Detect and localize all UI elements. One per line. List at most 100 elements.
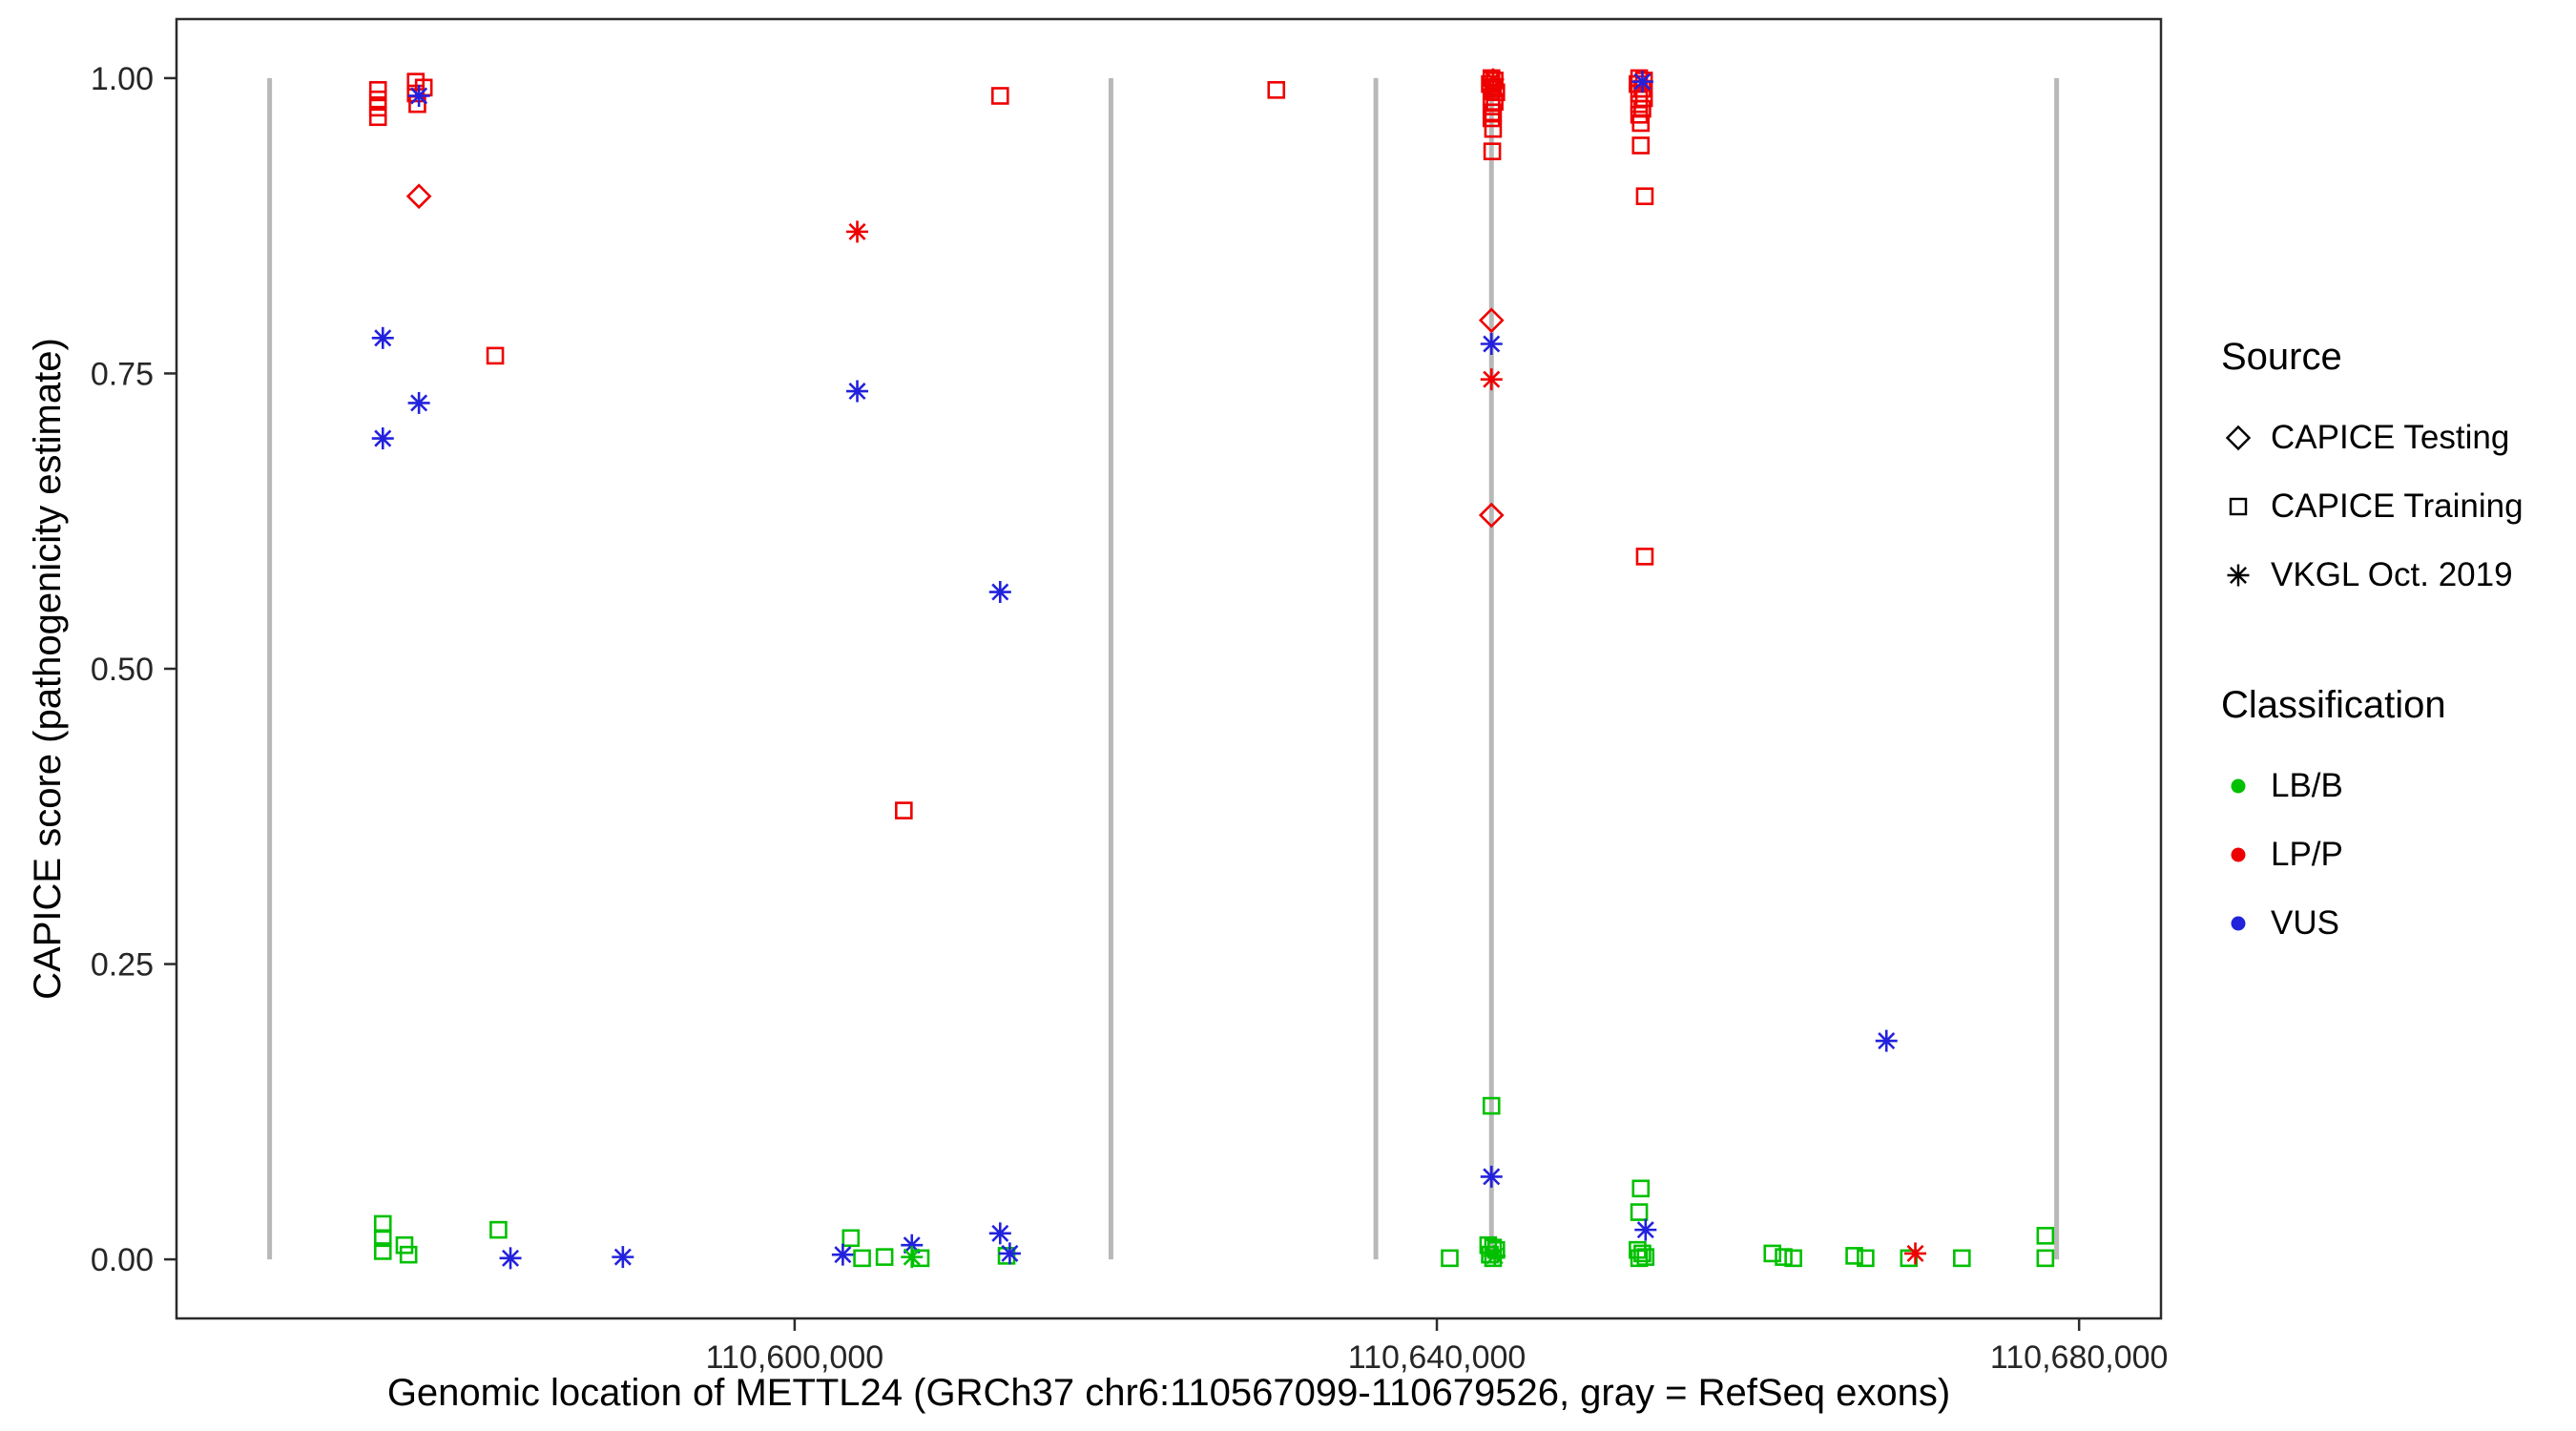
legend-item-label: CAPICE Training (2271, 487, 2524, 525)
data-point-square (1630, 1203, 1649, 1221)
data-point-square (875, 1248, 894, 1266)
data-point-square (1484, 1249, 1503, 1268)
data-point-square (1441, 1249, 1459, 1268)
data-point-square (1857, 1249, 1875, 1268)
data-point-diamond (1478, 502, 1505, 529)
data-point-square (2229, 497, 2248, 516)
legend-item-label: VKGL Oct. 2019 (2271, 556, 2513, 593)
data-point-square (395, 1235, 414, 1255)
data-point-square (486, 346, 505, 365)
y-tick-label: 0.75 (91, 356, 154, 392)
asterisk-icon (2221, 558, 2271, 592)
legend-item-label: LB/B (2271, 767, 2343, 804)
data-point-square (1485, 93, 1504, 111)
legend-classification-items: LB/B LP/P VUS (2221, 752, 2524, 958)
data-point-asterisk (1484, 1244, 1506, 1267)
data-point-square (895, 801, 913, 819)
data-point-asterisk (407, 84, 430, 107)
x-tick-label: 110,640,000 (1348, 1339, 1527, 1376)
data-point-square (1484, 103, 1503, 122)
filled-circle-icon (2221, 838, 2271, 872)
data-point-square (1630, 94, 1649, 114)
data-point-asterisk (1631, 71, 1653, 93)
data-point-square (368, 98, 387, 117)
data-point-square (373, 1242, 392, 1260)
legend-item-asterisk: VKGL Oct. 2019 (2221, 541, 2524, 610)
legend-item-label: VUS (2271, 904, 2339, 942)
data-point-asterisk (998, 1242, 1021, 1265)
legend-source-items: CAPICE Testing CAPICE Training VKGL Oct. 2… (2221, 404, 2524, 610)
data-point-square (1763, 1244, 1782, 1263)
data-point-asterisk (1480, 333, 1503, 355)
legend-item-square: CAPICE Training (2221, 472, 2524, 541)
filled-circle-icon (2221, 769, 2271, 803)
data-point-asterisk (499, 1247, 522, 1270)
y-tick-label: 0.00 (91, 1242, 154, 1278)
x-tick-label: 110,680,000 (1990, 1339, 2169, 1376)
data-point-asterisk (846, 220, 869, 243)
data-point-square (1482, 109, 1501, 128)
diamond-icon (2221, 421, 2271, 455)
data-point-square (1484, 119, 1503, 138)
data-point-asterisk (831, 1243, 854, 1266)
data-point-square (2036, 1249, 2055, 1268)
legend-item-classification: LP/P (2221, 820, 2524, 889)
legend-classification-title: Classification (2221, 684, 2446, 726)
data-point-square (1267, 80, 1286, 99)
data-point-asterisk (371, 427, 394, 450)
data-point-asterisk (1480, 1165, 1503, 1188)
data-point-square (1633, 1244, 1652, 1263)
data-point-square (368, 80, 387, 99)
y-tick-label: 0.50 (91, 652, 154, 688)
data-point-square (991, 87, 1009, 105)
filled-circle-icon (2221, 906, 2271, 941)
data-point-square (1483, 142, 1502, 160)
data-point-asterisk (1904, 1242, 1927, 1265)
data-point-square (1630, 1249, 1649, 1268)
data-point-asterisk (846, 380, 869, 403)
data-point-diamond (2225, 425, 2252, 451)
data-point-diamond (1478, 307, 1505, 334)
y-axis-title: CAPICE score (pathogenicity estimate) (27, 338, 69, 1000)
data-point-asterisk (1634, 1218, 1657, 1241)
legend: Source CAPICE Testing CAPICE Training VKGL… (2221, 336, 2524, 958)
data-point-asterisk (988, 1222, 1011, 1245)
data-point-asterisk (612, 1246, 634, 1269)
y-tick-label: 0.25 (91, 947, 154, 984)
data-point-square (1953, 1249, 1971, 1268)
data-point-diamond (405, 183, 432, 210)
data-point-asterisk (1482, 68, 1505, 91)
data-point-square (1784, 1249, 1802, 1268)
data-point-square (1635, 548, 1654, 566)
data-point-square (911, 1249, 930, 1268)
data-point-square (997, 1247, 1016, 1265)
data-point-asterisk (371, 326, 394, 349)
data-point-asterisk (1480, 368, 1503, 391)
data-point-square (1775, 1248, 1793, 1266)
legend-item-classification: LB/B (2221, 752, 2524, 820)
legend-item-label: LP/P (2271, 836, 2343, 873)
data-point-square (2036, 1227, 2055, 1245)
y-tick-label: 1.00 (91, 61, 154, 97)
data-point-square (406, 84, 426, 103)
data-point-square (841, 1229, 861, 1248)
x-axis-title: Genomic location of METTL24 (GRCh37 chr6… (386, 1372, 1951, 1414)
data-point-asterisk (1875, 1029, 1898, 1052)
data-point-square (489, 1220, 508, 1239)
data-point-asterisk (2227, 564, 2250, 587)
data-point-square (1634, 89, 1653, 108)
legend-item-classification: VUS (2221, 889, 2524, 958)
data-point-square (368, 108, 387, 127)
legend-item-diamond: CAPICE Testing (2221, 404, 2524, 472)
data-point-square (373, 1229, 392, 1248)
square-icon (2221, 489, 2271, 524)
data-point-square (399, 1245, 418, 1264)
data-point-asterisk (407, 391, 430, 414)
legend-source-title: Source (2221, 336, 2342, 378)
data-point-square (1631, 114, 1651, 133)
data-point-square (1631, 136, 1651, 155)
data-point-square (1482, 1096, 1501, 1115)
x-tick-label: 110,600,000 (706, 1339, 884, 1376)
